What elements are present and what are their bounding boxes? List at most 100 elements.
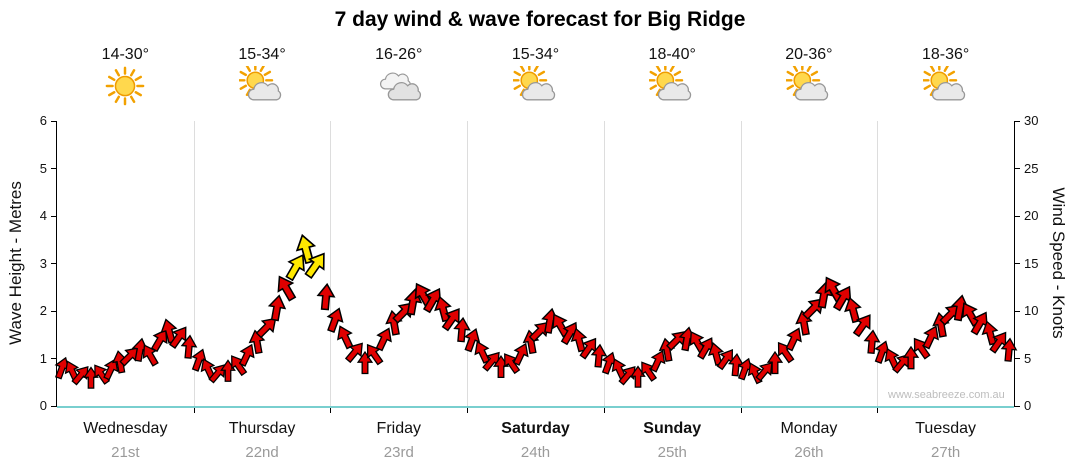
x-axis-tick — [603, 408, 605, 413]
left-axis-tick — [51, 405, 57, 407]
wind-arrow — [304, 252, 325, 280]
day-temp: 15-34° — [238, 46, 286, 63]
wind-arrow — [337, 324, 354, 350]
right-axis-label: Wind Speed - Knots — [1049, 187, 1068, 339]
wind-arrow — [863, 329, 881, 355]
right-axis-tick-label: 15 — [1024, 255, 1039, 271]
x-axis-tick — [193, 408, 195, 413]
wind-arrow — [766, 351, 783, 375]
right-axis-tick — [1014, 168, 1020, 169]
wind-arrow — [239, 343, 256, 367]
weather-icon-partly-cloudy — [921, 62, 969, 113]
left-axis-tick-label: 1 — [39, 350, 47, 366]
left-axis-tick — [51, 120, 57, 122]
day-temp: 15-34° — [511, 46, 560, 63]
day-gridline — [740, 121, 742, 406]
wind-arrow — [716, 349, 733, 371]
day-date: 24th — [520, 444, 551, 461]
wind-arrow — [785, 326, 803, 351]
right-axis-tick-label: 20 — [1024, 208, 1039, 223]
left-axis-tick — [51, 263, 57, 264]
day-name: Friday — [376, 420, 422, 437]
wind-arrow — [630, 364, 646, 388]
wind-arrow — [375, 326, 393, 351]
right-axis-tick-label: 30 — [1024, 113, 1039, 128]
wind-arrow — [150, 329, 168, 353]
wind-arrow — [326, 306, 344, 333]
right-axis-tick — [1014, 215, 1020, 217]
day-name: Monday — [780, 420, 838, 437]
left-axis-tick-label: 3 — [39, 255, 47, 271]
day-gridline — [193, 121, 195, 406]
day-date: 25th — [657, 444, 687, 461]
wind-arrow — [641, 361, 657, 382]
day-date: 23rd — [383, 444, 414, 461]
wind-arrow — [112, 350, 129, 374]
left-axis-tick-label: 6 — [39, 113, 47, 128]
wind-arrow — [590, 343, 608, 368]
wind-arrow — [777, 341, 794, 364]
wind-arrow — [914, 337, 931, 360]
day-name: Sunday — [643, 420, 702, 437]
wind-arrow — [367, 343, 384, 366]
day-date: 26th — [794, 444, 824, 461]
left-axis-tick — [51, 358, 57, 359]
wind-arrow — [277, 275, 297, 302]
wind-arrow — [285, 254, 306, 282]
wind-arrow — [504, 353, 521, 375]
wind-arrow — [989, 331, 1007, 355]
right-axis-tick-label: 25 — [1024, 160, 1039, 176]
wind-arrow — [255, 317, 277, 339]
right-axis-tick — [1014, 263, 1020, 264]
x-axis-tick — [467, 408, 469, 413]
wind-arrow — [442, 307, 461, 331]
left-axis-tick — [51, 215, 57, 217]
weather-icon-sunny — [102, 66, 148, 113]
day-name: Tuesday — [915, 420, 977, 437]
weather-icon-partly-cloudy — [784, 62, 832, 113]
right-axis-tick-label: 0 — [1024, 398, 1032, 413]
right-axis-tick — [1014, 310, 1020, 312]
weather-icon-partly-cloudy — [237, 62, 285, 113]
day-name: Thursday — [228, 420, 296, 437]
right-axis-tick-label: 10 — [1024, 303, 1039, 318]
zero-baseline — [57, 406, 1014, 408]
wind-arrow — [344, 342, 363, 363]
right-axis-tick — [1014, 120, 1020, 122]
weather-icon-partly-cloudy — [510, 62, 559, 113]
day-gridline — [330, 121, 332, 406]
x-axis-tick — [877, 408, 879, 413]
day-gridline — [467, 121, 469, 406]
wind-arrow — [579, 337, 597, 360]
wind-arrow — [874, 340, 891, 364]
day-date: 21st — [111, 444, 140, 461]
chart-title: 7 day wind & wave forecast for Big Ridge — [334, 8, 746, 31]
weather-icon-cloudy — [376, 66, 422, 113]
right-axis-tick — [1014, 405, 1020, 407]
day-date: 27th — [931, 444, 961, 461]
x-axis-tick — [330, 408, 332, 413]
day-gridline — [877, 121, 879, 406]
day-name: Wednesday — [83, 420, 168, 437]
wind-arrow — [649, 350, 665, 373]
day-temp: 14-30° — [101, 46, 150, 63]
wind-arrow — [1000, 337, 1018, 362]
wind-arrow — [981, 320, 998, 346]
wind-arrow — [463, 328, 481, 353]
wind-arrow — [833, 285, 852, 312]
left-axis-tick-label: 5 — [39, 160, 47, 176]
wind-arrow — [422, 287, 442, 313]
right-axis-tick-label: 5 — [1024, 350, 1032, 366]
x-axis-tick — [740, 408, 742, 413]
left-axis-tick — [51, 310, 57, 312]
watermark: www.seabreeze.com.au — [888, 389, 1005, 401]
wind-arrow — [951, 294, 970, 322]
day-temp: 16-26° — [375, 46, 423, 63]
left-axis-tick-label: 4 — [39, 208, 47, 223]
day-date: 22nd — [245, 444, 279, 461]
wind-arrow — [180, 334, 198, 359]
wind-arrow — [727, 353, 744, 377]
wind-arrow — [102, 358, 119, 381]
wind-arrow — [230, 355, 247, 377]
